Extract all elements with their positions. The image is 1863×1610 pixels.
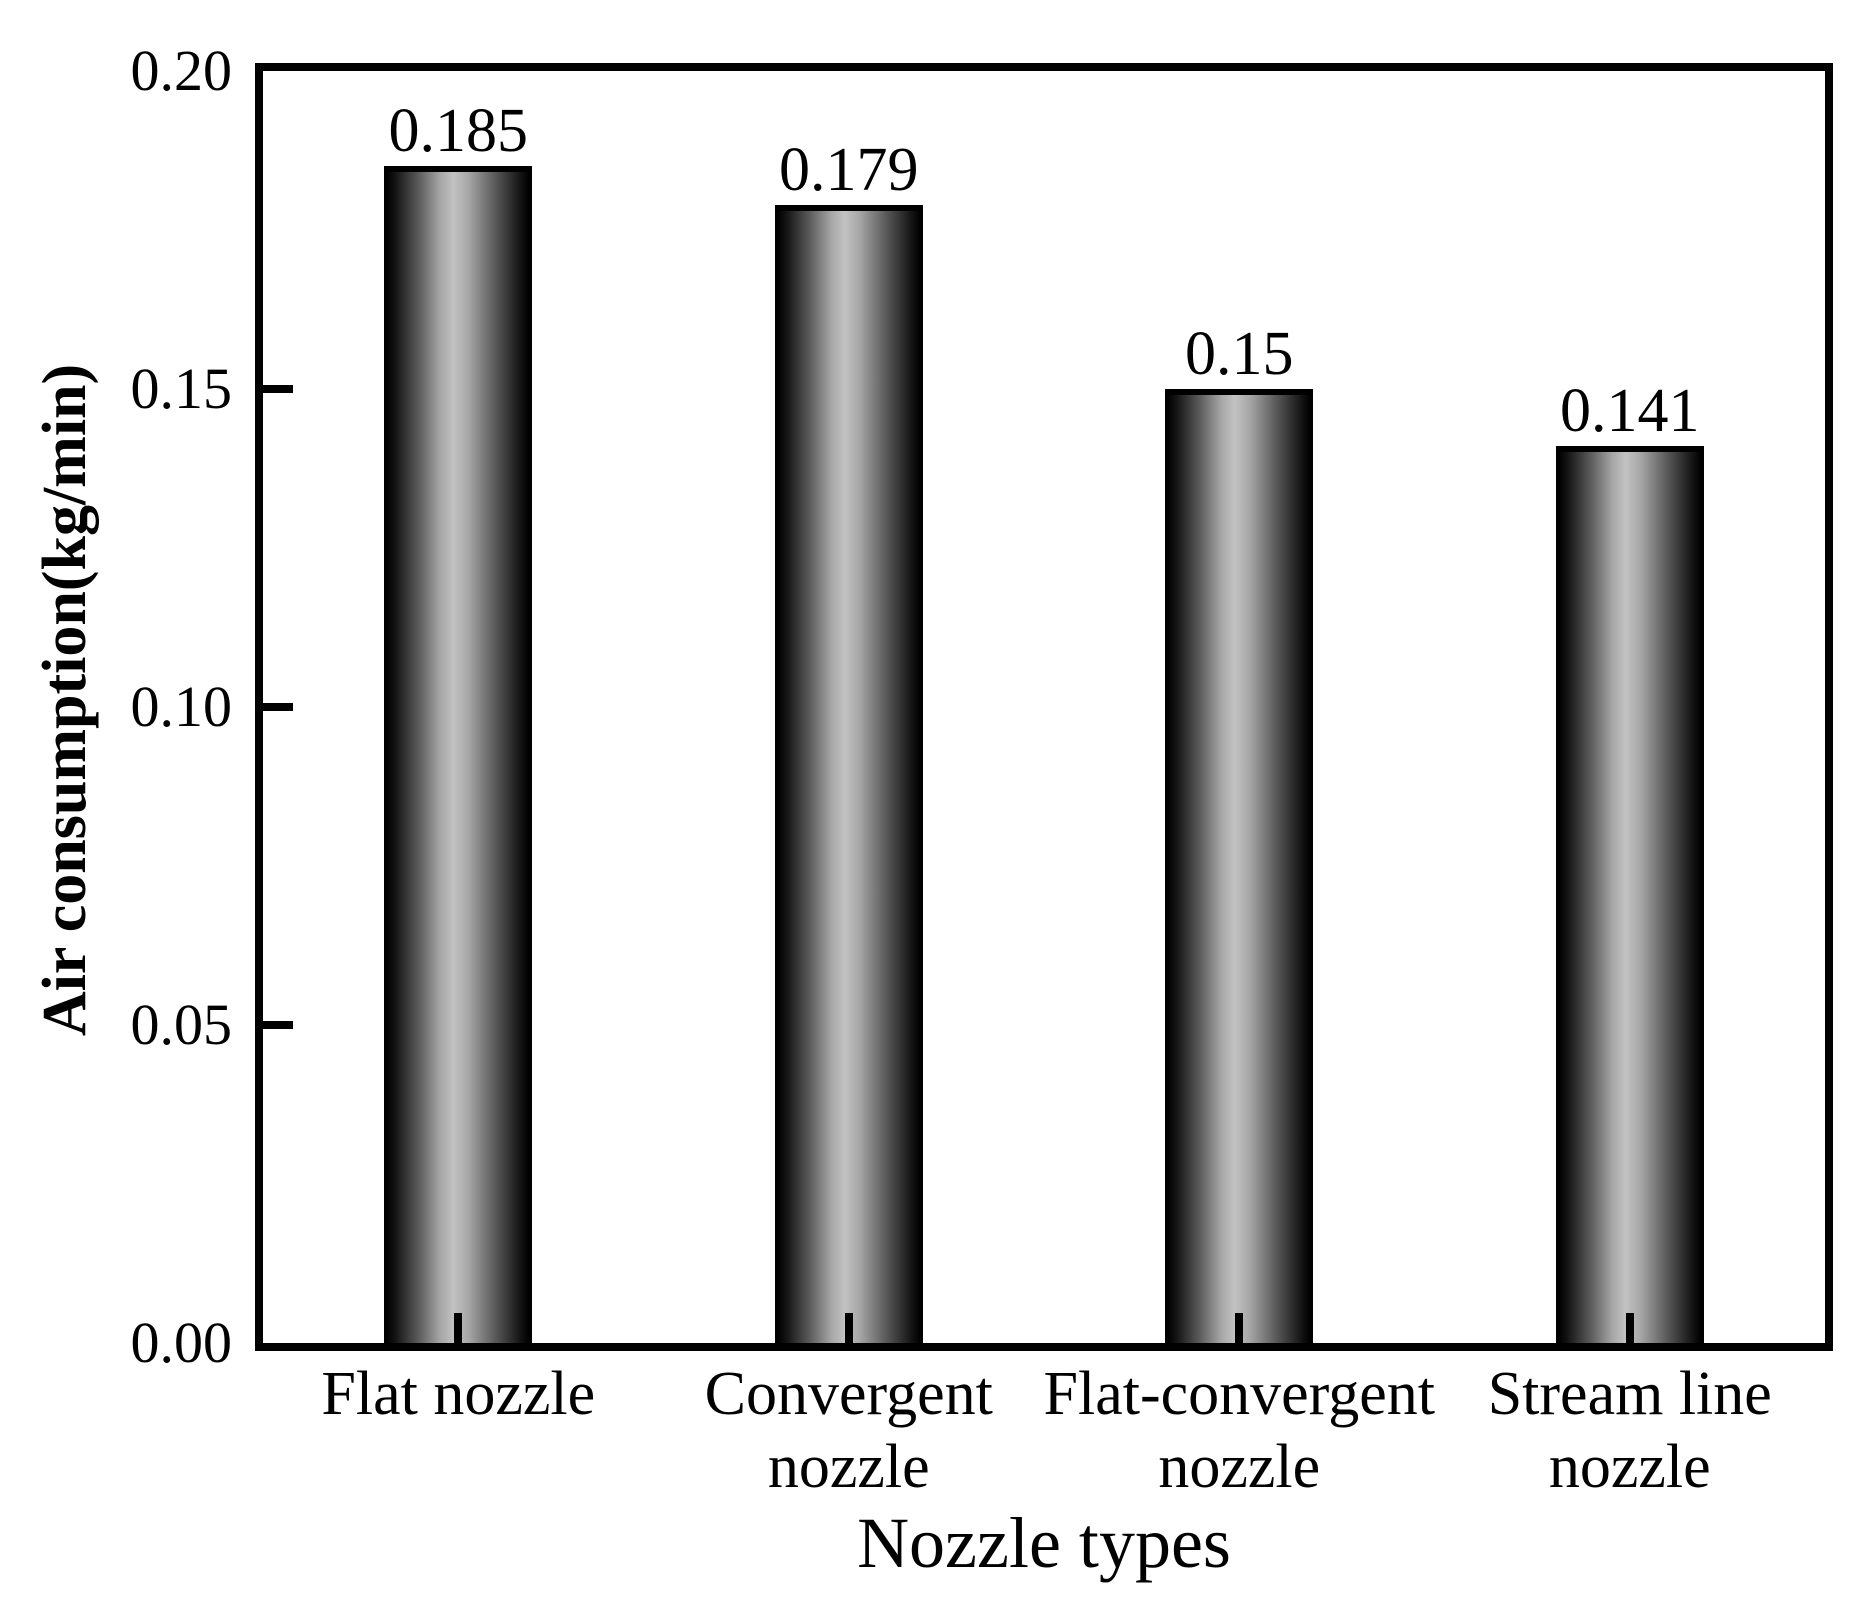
bar-value-label: 0.15: [1185, 320, 1294, 388]
y-tick-label: 0.20: [130, 38, 233, 103]
y-tick-label: 0.00: [130, 1310, 233, 1375]
y-tick-label: 0.15: [130, 356, 233, 421]
y-tick-label: 0.05: [130, 992, 233, 1057]
x-category-label: Convergent nozzle: [704, 1360, 993, 1501]
y-tick: [263, 703, 293, 711]
bar: [1165, 389, 1314, 1343]
x-tick: [1625, 1313, 1634, 1343]
bar: [1555, 446, 1704, 1343]
bar-value-label: 0.185: [388, 97, 529, 166]
y-tick: [263, 1021, 293, 1029]
bar: [384, 166, 533, 1343]
x-category-label: Flat nozzle: [321, 1360, 596, 1428]
x-axis-title: Nozzle types: [857, 1503, 1231, 1583]
bar: [774, 204, 923, 1343]
y-tick-label: 0.10: [130, 674, 233, 739]
x-tick: [844, 1313, 853, 1343]
bar-value-label: 0.141: [1560, 377, 1700, 446]
x-tick: [454, 1313, 463, 1343]
x-category-label: Stream line nozzle: [1487, 1360, 1772, 1501]
y-tick: [263, 385, 293, 393]
x-tick: [1235, 1313, 1244, 1343]
bar-value-label: 0.179: [779, 135, 919, 204]
x-category-label: Flat-convergent nozzle: [1043, 1360, 1435, 1501]
